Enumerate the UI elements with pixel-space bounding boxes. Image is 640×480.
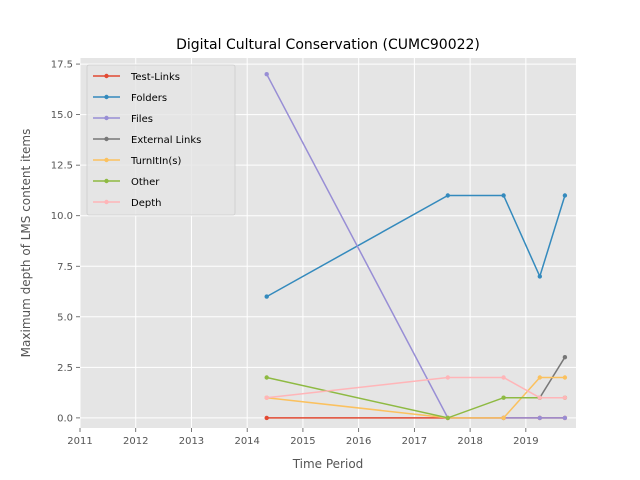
legend-label: Test-Links: [130, 72, 180, 83]
x-tick-label: 2014: [234, 436, 259, 447]
data-point: [537, 415, 542, 421]
legend-box: [86, 64, 236, 216]
data-point: [264, 375, 269, 380]
data-point: [562, 355, 568, 360]
legend-label: Folders: [131, 93, 167, 104]
y-tick-label: 0.0: [57, 413, 73, 424]
data-point: [445, 193, 450, 198]
legend-swatch-marker: [104, 178, 109, 184]
data-point: [264, 415, 269, 421]
legend-swatch-marker: [104, 115, 109, 121]
data-point: [537, 395, 542, 400]
data-point: [445, 415, 450, 421]
x-tick-label: 2018: [457, 436, 482, 447]
chart-title: Digital Cultural Conservation (CUMC90022…: [176, 37, 480, 53]
y-tick-label: 2.5: [57, 363, 73, 374]
y-tick-label: 7.5: [57, 262, 73, 273]
legend-label: Files: [131, 114, 153, 125]
y-axis-label: Maximum depth of LMS content items: [19, 129, 33, 358]
x-tick-label: 2012: [123, 436, 148, 447]
data-point: [264, 72, 269, 77]
x-tick-label: 2016: [346, 436, 371, 447]
y-tick-label: 17.5: [51, 60, 73, 71]
series-layer: [264, 72, 568, 421]
data-point: [445, 375, 450, 380]
data-point: [501, 193, 506, 198]
y-tick-label: 15.0: [51, 110, 73, 121]
grid: [79, 58, 576, 428]
x-axis-label: Time Period: [292, 457, 364, 471]
y-tick-label: 5.0: [57, 312, 73, 323]
data-point: [562, 395, 568, 400]
x-axis-ticks: 2011 2012 2013 2014 2015 2016 2017 2018 2019: [67, 428, 539, 447]
legend-label: Other: [131, 177, 160, 188]
legend-swatch-marker: [104, 157, 109, 163]
y-tick-label: 10.0: [51, 211, 73, 222]
legend-label: External Links: [131, 135, 201, 146]
data-point: [537, 274, 542, 279]
x-tick-label: 2017: [402, 436, 427, 447]
legend-swatch-marker: [104, 73, 109, 79]
legend-label: Depth: [131, 198, 161, 209]
x-tick-label: 2013: [179, 436, 204, 447]
legend-swatch-marker: [104, 199, 109, 205]
legend-swatch-marker: [104, 136, 109, 142]
legend-label: TurnItIn(s): [130, 156, 181, 167]
data-point: [264, 395, 269, 400]
data-point: [562, 193, 568, 198]
data-point: [562, 375, 568, 380]
legend-swatch-marker: [104, 94, 109, 100]
y-axis-ticks: 0.0 2.5 5.0 7.5 10.0 12.5 15.0 17.5: [51, 60, 80, 424]
data-point: [501, 395, 506, 400]
x-tick-label: 2011: [67, 436, 92, 447]
x-tick-label: 2015: [290, 436, 315, 447]
data-point: [264, 294, 269, 299]
legend: Test-Links Folders Files External Links Turn…: [86, 64, 236, 216]
data-point: [562, 415, 568, 421]
data-point: [501, 375, 506, 380]
data-point: [501, 415, 506, 421]
x-tick-label: 2019: [513, 436, 538, 447]
data-point: [537, 375, 542, 380]
legend-items: Test-Links Folders Files External Links Turn…: [93, 72, 201, 209]
y-tick-label: 12.5: [51, 161, 73, 172]
